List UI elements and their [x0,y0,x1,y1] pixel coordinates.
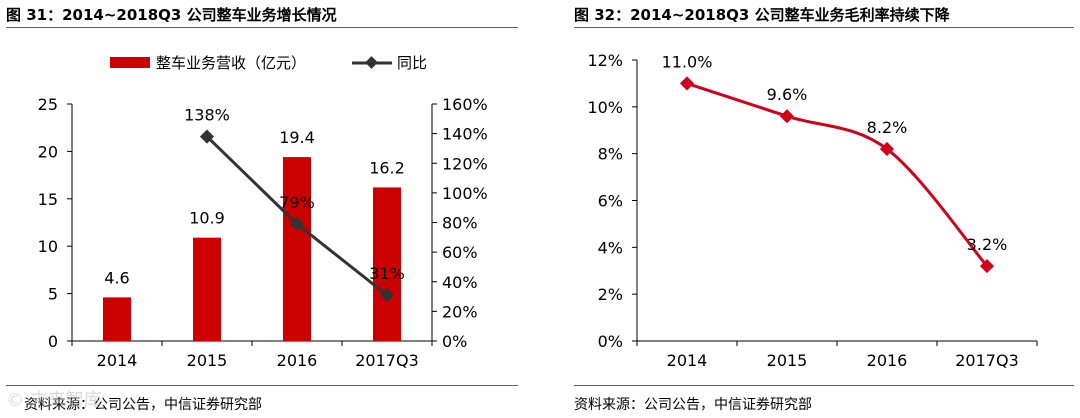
x-tick-label: 2017Q3 [955,351,1019,370]
margin-point [879,141,895,157]
margin-line [686,81,989,268]
bar-revenue [193,237,221,341]
legend-marker-yoy [365,56,378,69]
legend-label-yoy: 同比 [397,54,427,72]
y-tick-label: 2% [598,285,623,304]
x-tick-label: 2017Q3 [355,351,419,370]
bar-revenue [373,187,401,341]
yoy-point [199,129,215,144]
x-tick-label: 2016 [867,351,908,370]
y-right-tick-label: 100% [442,184,488,203]
y-right-tick-label: 80% [442,214,478,233]
yoy-point [379,288,395,303]
y-right-tick-label: 140% [442,125,488,144]
x-tick-label: 2015 [187,351,228,370]
y-right-tick-label: 160% [442,95,488,114]
bar-data-label: 4.6 [104,268,129,287]
revenue-chart: 整车业务营收（亿元） 同比 0 5 10 15 20 25 0% 20% 40% 60% 80% 100%… [38,54,488,370]
x-tick-label: 2016 [277,351,318,370]
left-title-rule [6,27,518,28]
x-tick-label: 2014 [97,351,138,370]
x-tick-label: 2015 [767,351,808,370]
left-source-note: 资料来源：公司公告，中信证券研究部 [24,397,262,413]
y-right-tick-label: 60% [442,243,478,262]
left-figure-title: 图 31：2014~2018Q3 公司整车业务增长情况 [6,6,337,24]
y-left-tick-label: 5 [48,285,58,304]
right-source-note: 资料来源：公司公告，中信证券研究部 [574,397,812,413]
bar-revenue [103,297,131,341]
y-left-tick-label: 25 [38,95,58,114]
y-right-tick-label: 20% [442,302,478,321]
yoy-data-label: 31% [369,264,405,283]
y-tick-label: 4% [598,238,623,257]
margin-data-label: 11.0% [662,52,713,71]
yoy-data-label: 138% [184,106,230,125]
y-tick-label: 10% [587,98,623,117]
right-source-rule [574,385,1074,386]
yoy-data-label: 79% [279,193,315,212]
y-right-tick-label: 0% [442,332,467,351]
yoy-point [289,216,305,232]
bar-data-label: 10.9 [189,209,225,228]
margin-point [679,76,695,91]
x-tick-label: 2014 [667,351,708,370]
y-left-tick-label: 10 [38,237,58,256]
margin-point [979,258,995,274]
margin-chart: 0% 2% 4% 6% 8% 10% 12% 2014 2015 2016 2017Q3 11.0% 9… [587,51,1038,370]
y-tick-label: 6% [598,192,623,211]
legend-label-revenue: 整车业务营收（亿元） [156,54,306,72]
bar-data-label: 19.4 [279,128,315,147]
y-left-tick-label: 0 [48,332,58,351]
y-left-tick-label: 20 [38,142,58,161]
bar-revenue [283,157,311,341]
margin-data-label: 3.2% [967,235,1008,254]
margin-data-label: 8.2% [867,118,908,137]
y-tick-label: 8% [598,145,623,164]
margin-data-label: 9.6% [767,85,808,104]
right-title-rule [574,27,1074,28]
left-source-rule [6,385,518,386]
y-tick-label: 12% [587,51,623,70]
y-right-tick-label: 120% [442,154,488,173]
bar-data-label: 16.2 [369,158,405,177]
legend-swatch-revenue [110,57,150,68]
y-left-tick-label: 15 [38,190,58,209]
y-right-tick-label: 40% [442,273,478,292]
margin-point [779,109,795,124]
watermark-logo: © 未来智库 [6,390,102,411]
right-figure-title: 图 32：2014~2018Q3 公司整车业务毛利率持续下降 [574,6,950,24]
y-tick-label: 0% [598,332,623,351]
